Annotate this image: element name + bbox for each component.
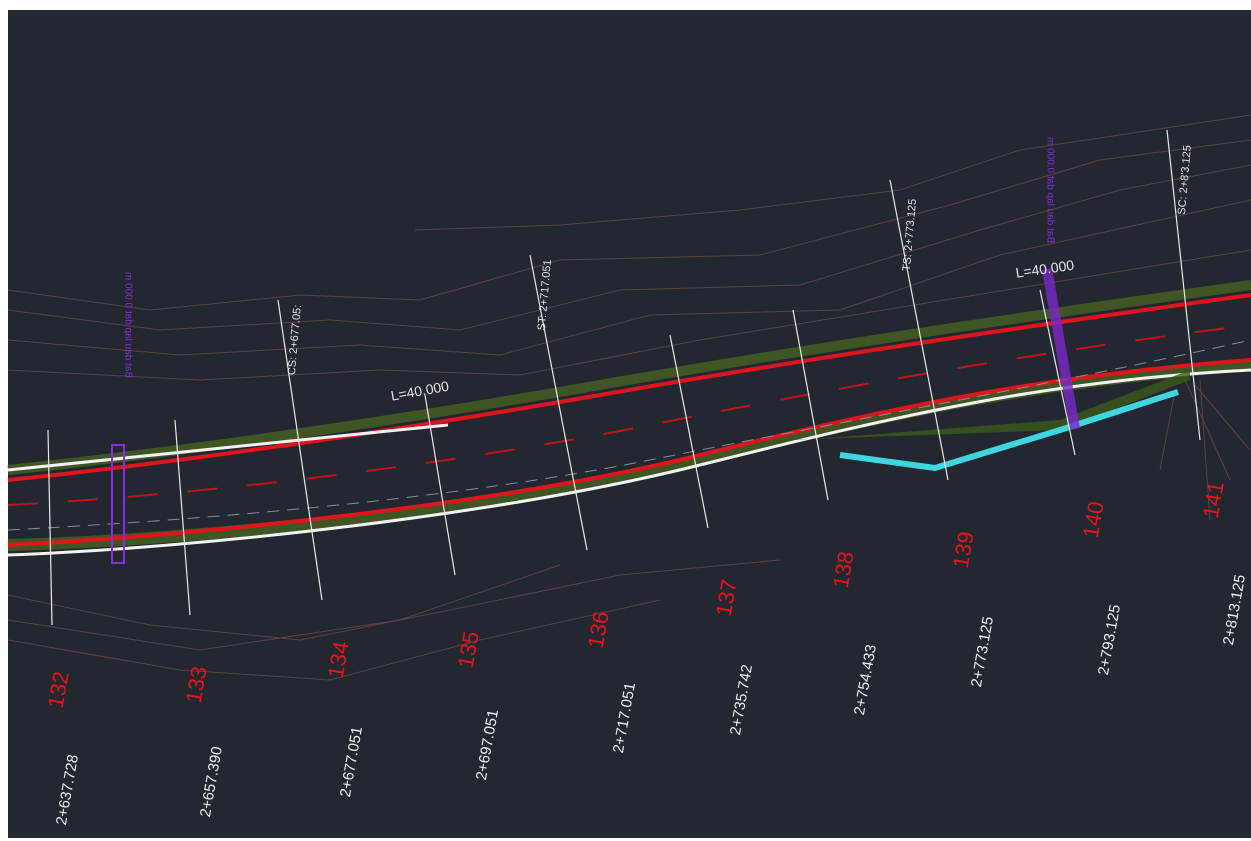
marker-box [1042, 268, 1080, 430]
slope-hatch [790, 370, 1190, 440]
station-line [669, 334, 709, 529]
contour [7, 139, 1251, 311]
contour [7, 249, 1251, 381]
cyan-segment [839, 389, 1179, 472]
station-line [889, 179, 949, 481]
marker-label: Bat dau lap dat 0.000 m [1044, 137, 1055, 243]
station-line [424, 394, 456, 576]
station-line [529, 254, 588, 551]
marker-label: Bat dau lap dat 0.000 m [122, 272, 133, 378]
station-line [1039, 289, 1076, 456]
station-line [277, 299, 323, 601]
station-line [792, 309, 829, 501]
station-line [1166, 129, 1201, 441]
contour [414, 114, 1251, 231]
contours [7, 114, 1251, 681]
contour [7, 559, 781, 641]
road [7, 268, 1251, 564]
contour [7, 199, 1251, 356]
contour [7, 164, 1251, 331]
embankment [7, 359, 1251, 551]
station-line [47, 429, 53, 626]
white-edge [7, 423, 449, 472]
road-edge [7, 293, 1251, 482]
white-edge [7, 368, 1251, 557]
embankment [7, 280, 1251, 475]
guide-line [7, 339, 1251, 531]
contour [7, 564, 561, 651]
contour [1159, 379, 1251, 521]
marker-box [111, 444, 125, 564]
contour [7, 599, 661, 681]
centerline [7, 324, 1251, 506]
station-line [174, 419, 191, 616]
